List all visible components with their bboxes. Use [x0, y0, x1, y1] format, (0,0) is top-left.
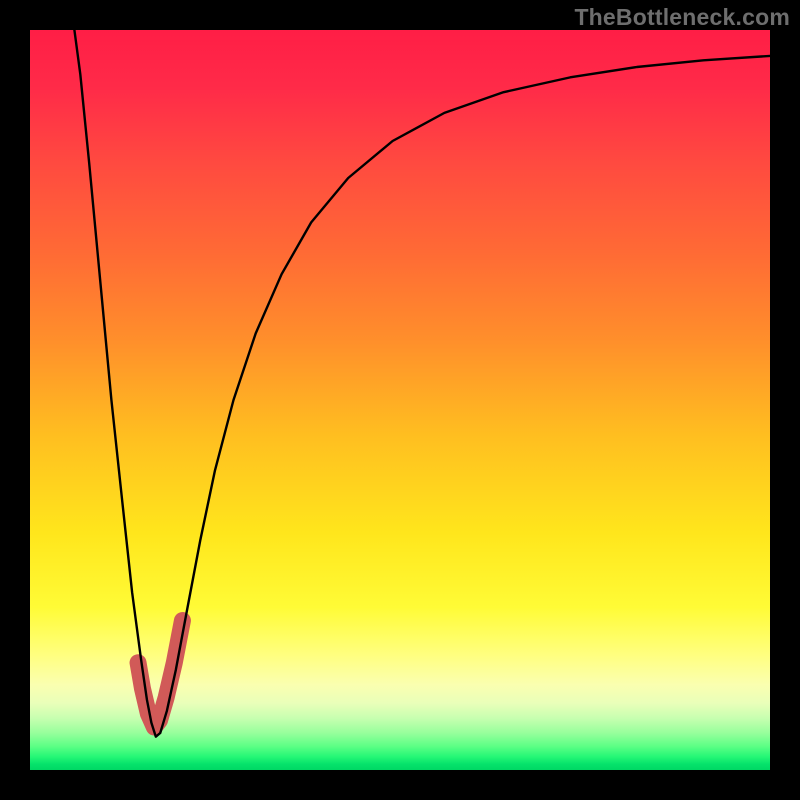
chart-stage: TheBottleneck.com	[0, 0, 800, 800]
watermark-text: TheBottleneck.com	[574, 4, 790, 31]
plot-area	[30, 30, 770, 770]
bottleneck-chart	[30, 30, 770, 770]
